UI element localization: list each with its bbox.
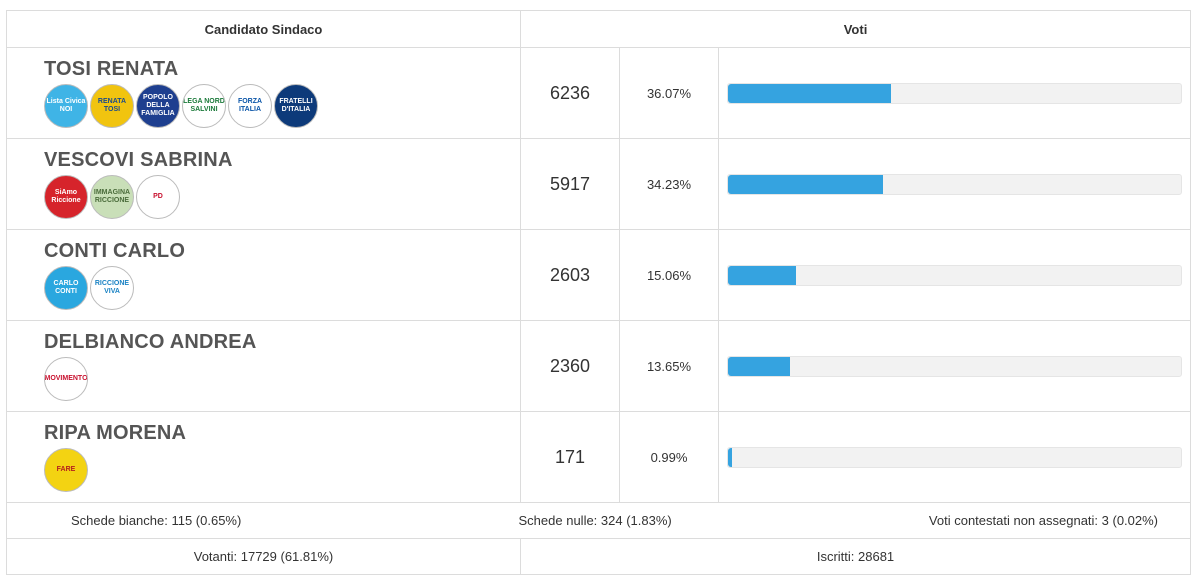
party-logo: RENATA TOSI	[90, 84, 134, 128]
header-candidate: Candidato Sindaco	[6, 10, 521, 48]
party-logo: Lista Civica NOI	[44, 84, 88, 128]
vote-count: 2360	[520, 320, 620, 412]
candidate-row: VESCOVI SABRINA SiAmo Riccione IMMAGINA RI…	[6, 138, 1192, 230]
vote-bar-cell	[717, 320, 1192, 412]
contested-votes: Voti contestati non assegnati: 3 (0.02%)	[928, 513, 1159, 528]
vote-count: 6236	[520, 47, 620, 139]
results-table: Candidato Sindaco Voti TOSI RENATA Lista …	[5, 10, 1192, 575]
vote-count: 171	[520, 411, 620, 503]
results-table-container: Candidato Sindaco Voti TOSI RENATA Lista …	[5, 10, 1192, 575]
vote-percent: 0.99%	[619, 411, 719, 503]
party-logo: FRATELLI D'ITALIA	[274, 84, 318, 128]
header-votes: Voti	[519, 10, 1192, 48]
candidate-cell: DELBIANCO ANDREA MOVIMENTO	[6, 320, 521, 412]
registered-count: Iscritti: 28681	[519, 538, 1192, 575]
party-logo: RICCIONE VIVA	[90, 266, 134, 310]
vote-percent: 13.65%	[619, 320, 719, 412]
party-logo: SiAmo Riccione	[44, 175, 88, 219]
candidate-cell: TOSI RENATA Lista Civica NOI RENATA TOSI PO…	[6, 47, 521, 139]
candidate-cell: RIPA MORENA FARE	[6, 411, 521, 503]
vote-bar-fill	[728, 356, 790, 376]
vote-percent: 34.23%	[619, 138, 719, 230]
candidate-row: DELBIANCO ANDREA MOVIMENTO 2360 13.65%	[6, 320, 1192, 412]
vote-bar-cell	[717, 229, 1192, 321]
vote-bar-fill	[728, 83, 892, 103]
party-logo: PD	[136, 175, 180, 219]
party-logos: SiAmo Riccione IMMAGINA RICCIONE PD	[44, 175, 520, 219]
party-logos: CARLO CONTI RICCIONE VIVA	[44, 266, 520, 310]
candidate-row: RIPA MORENA FARE 171 0.99%	[6, 411, 1192, 503]
candidate-name: DELBIANCO ANDREA	[44, 331, 257, 353]
vote-bar-cell	[717, 138, 1192, 230]
vote-bar-track	[727, 446, 1183, 468]
vote-bar-track	[727, 355, 1183, 377]
vote-count: 2603	[520, 229, 620, 321]
party-logo: CARLO CONTI	[44, 266, 88, 310]
candidate-name: CONTI CARLO	[44, 240, 186, 262]
vote-bar-cell	[717, 47, 1192, 139]
table-header-row: Candidato Sindaco Voti	[6, 10, 1192, 48]
vote-bar-fill	[728, 447, 733, 467]
party-logo: MOVIMENTO	[44, 357, 88, 401]
vote-percent: 15.06%	[619, 229, 719, 321]
candidate-cell: VESCOVI SABRINA SiAmo Riccione IMMAGINA RI…	[6, 138, 521, 230]
blank-ballots: Schede bianche: 115 (0.65%)	[71, 513, 242, 528]
vote-percent: 36.07%	[619, 47, 719, 139]
voters-count: Votanti: 17729 (61.81%)	[6, 538, 521, 575]
candidate-row: CONTI CARLO CARLO CONTI RICCIONE VIVA 2603 1…	[6, 229, 1192, 321]
vote-bar-track	[727, 173, 1183, 195]
vote-count: 5917	[520, 138, 620, 230]
candidate-row: TOSI RENATA Lista Civica NOI RENATA TOSI PO…	[6, 47, 1192, 139]
vote-bar-cell	[717, 411, 1192, 503]
ballot-summary-row: Schede bianche: 115 (0.65%) Schede nulle…	[5, 502, 1192, 539]
candidate-name: VESCOVI SABRINA	[44, 149, 233, 171]
candidate-name: RIPA MORENA	[44, 422, 187, 444]
vote-bar-track	[727, 82, 1183, 104]
vote-bar-track	[727, 264, 1183, 286]
party-logos: MOVIMENTO	[44, 357, 520, 401]
party-logo: FORZA ITALIA	[228, 84, 272, 128]
party-logo: IMMAGINA RICCIONE	[90, 175, 134, 219]
vote-bar-fill	[728, 174, 884, 194]
candidate-cell: CONTI CARLO CARLO CONTI RICCIONE VIVA	[6, 229, 521, 321]
candidate-name: TOSI RENATA	[44, 58, 179, 80]
turnout-row: Votanti: 17729 (61.81%) Iscritti: 28681	[6, 538, 1192, 575]
party-logo: LEGA NORD SALVINI	[182, 84, 226, 128]
party-logo: POPOLO DELLA FAMIGLIA	[136, 84, 180, 128]
party-logos: FARE	[44, 448, 520, 492]
null-ballots: Schede nulle: 324 (1.83%)	[518, 513, 672, 528]
party-logos: Lista Civica NOI RENATA TOSI POPOLO DELLA …	[44, 84, 520, 128]
vote-bar-fill	[728, 265, 797, 285]
party-logo: FARE	[44, 448, 88, 492]
